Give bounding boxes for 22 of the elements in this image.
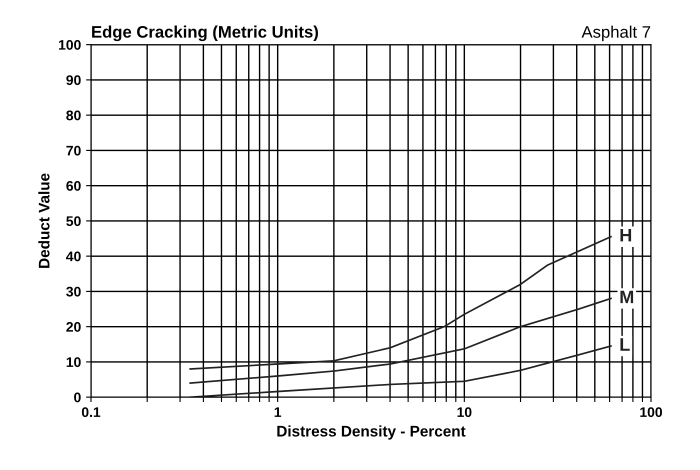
y-tick-label: 20	[66, 322, 81, 332]
series-label: L	[620, 338, 630, 351]
y-axis-title: Deduct Value	[38, 173, 50, 268]
y-tick-label: 80	[66, 110, 81, 120]
y-tick-label: 60	[66, 180, 81, 191]
series-label: H	[620, 229, 632, 242]
chart-subtitle: Asphalt 7	[582, 26, 650, 42]
x-axis-title: Distress Density - Percent	[277, 425, 466, 440]
x-tick-label: 100	[640, 407, 662, 418]
y-tick-label: 0	[74, 392, 81, 402]
y-tick-label: 40	[66, 251, 81, 262]
y-tick-label: 70	[66, 146, 81, 156]
y-tick-label: 30	[66, 286, 81, 297]
y-tick-label: 10	[66, 357, 81, 368]
y-tick-label: 100	[58, 40, 81, 50]
x-tick-label: 10	[457, 407, 472, 418]
y-tick-label: 50	[66, 216, 81, 226]
x-tick-label: 0.1	[82, 407, 100, 418]
chart-title: Edge Cracking (Metric Units)	[92, 26, 318, 42]
series-label: M	[620, 290, 634, 304]
x-tick-label: 1	[274, 407, 282, 417]
y-tick-label: 90	[66, 75, 81, 86]
